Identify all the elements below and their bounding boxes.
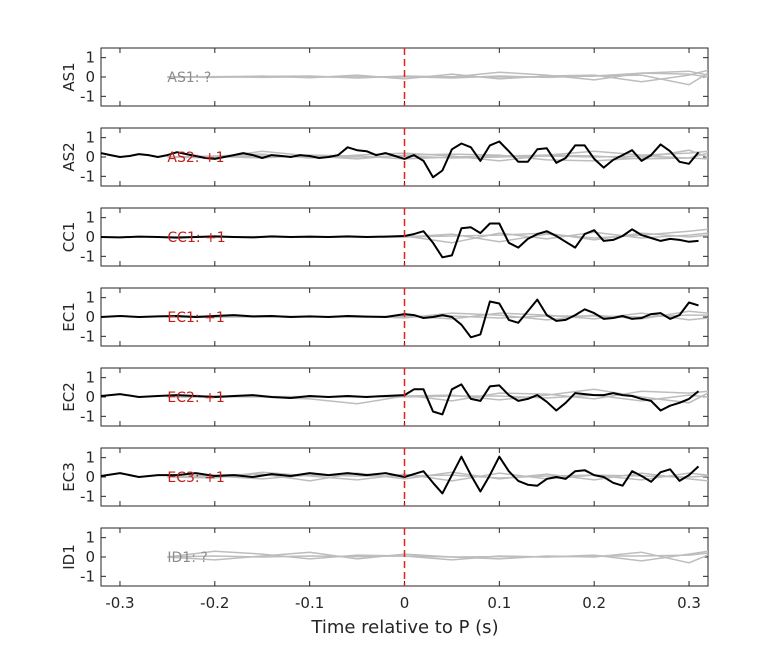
x-axis-title: Time relative to P (s) [310, 617, 498, 638]
synthetic-trace [167, 552, 708, 558]
polarity-label: ID1: ? [167, 550, 207, 566]
y-tick-label: -1 [80, 407, 95, 425]
observed-trace [101, 383, 700, 416]
observed-trace [101, 455, 700, 495]
synthetic-trace [167, 149, 708, 162]
x-axis: -0.3 -0.2 -0.1 0 0.1 0.2 0.3 [105, 594, 701, 612]
y-tick-label: 0 [85, 548, 95, 566]
synthetic-trace [167, 550, 708, 562]
x-tick-label: 0 [400, 594, 410, 612]
station-label: AS2 [60, 142, 78, 171]
plot-area [101, 298, 708, 339]
plot-area [101, 222, 708, 259]
y-tick-label: 0 [85, 388, 95, 406]
y-tick-label: -1 [80, 487, 95, 505]
y-tick-label: -1 [80, 87, 95, 105]
y-tick-label: -1 [80, 167, 95, 185]
polarity-label: AS1: ? [167, 70, 211, 86]
x-tick-label: -0.3 [105, 594, 134, 612]
observed-trace [101, 222, 699, 259]
y-tick-label: 0 [85, 68, 95, 86]
y-tick-label: 1 [85, 49, 95, 67]
y-tick-label: 0 [85, 228, 95, 246]
y-tick-label: 1 [85, 209, 95, 227]
station-label: EC2 [60, 382, 78, 412]
polarity-label: CC1: +1 [167, 230, 225, 246]
polarity-label: EC2: +1 [167, 390, 224, 406]
y-tick-label: 1 [85, 129, 95, 147]
station-label: AS1 [60, 62, 78, 91]
y-tick-label: 0 [85, 148, 95, 166]
y-tick-label: 1 [85, 529, 95, 547]
x-tick-label: 0.1 [487, 594, 511, 612]
station-label: EC1 [60, 302, 78, 332]
synthetic-trace [167, 150, 708, 162]
polarity-label: EC3: +1 [167, 470, 224, 486]
station-label: ID1 [60, 544, 78, 570]
plot-area [101, 140, 708, 179]
synthetic-trace [167, 471, 708, 482]
plot-area [167, 69, 708, 86]
y-tick-label: 1 [85, 369, 95, 387]
y-tick-label: 1 [85, 449, 95, 467]
observed-trace [101, 140, 700, 179]
synthetic-trace [167, 72, 708, 78]
polarity-label: AS2: +1 [167, 150, 224, 166]
y-tick-label: 0 [85, 468, 95, 486]
y-tick-label: 0 [85, 308, 95, 326]
plot-area [167, 550, 708, 564]
observed-trace [101, 298, 699, 339]
x-tick-label: 0.3 [677, 594, 701, 612]
y-tick-label: 1 [85, 289, 95, 307]
station-label: EC3 [60, 462, 78, 492]
synthetic-trace [167, 155, 708, 160]
x-tick-label: -0.2 [200, 594, 229, 612]
station-label: CC1 [60, 222, 78, 253]
synthetic-trace [167, 471, 708, 482]
plot-area [101, 383, 708, 416]
x-tick-label: 0.2 [582, 594, 606, 612]
plot-area [101, 455, 708, 495]
y-tick-label: -1 [80, 327, 95, 345]
y-tick-label: -1 [80, 567, 95, 585]
synthetic-trace [167, 69, 708, 83]
polarity-label: EC1: +1 [167, 310, 224, 326]
y-tick-label: -1 [80, 247, 95, 265]
x-tick-label: -0.1 [295, 594, 324, 612]
